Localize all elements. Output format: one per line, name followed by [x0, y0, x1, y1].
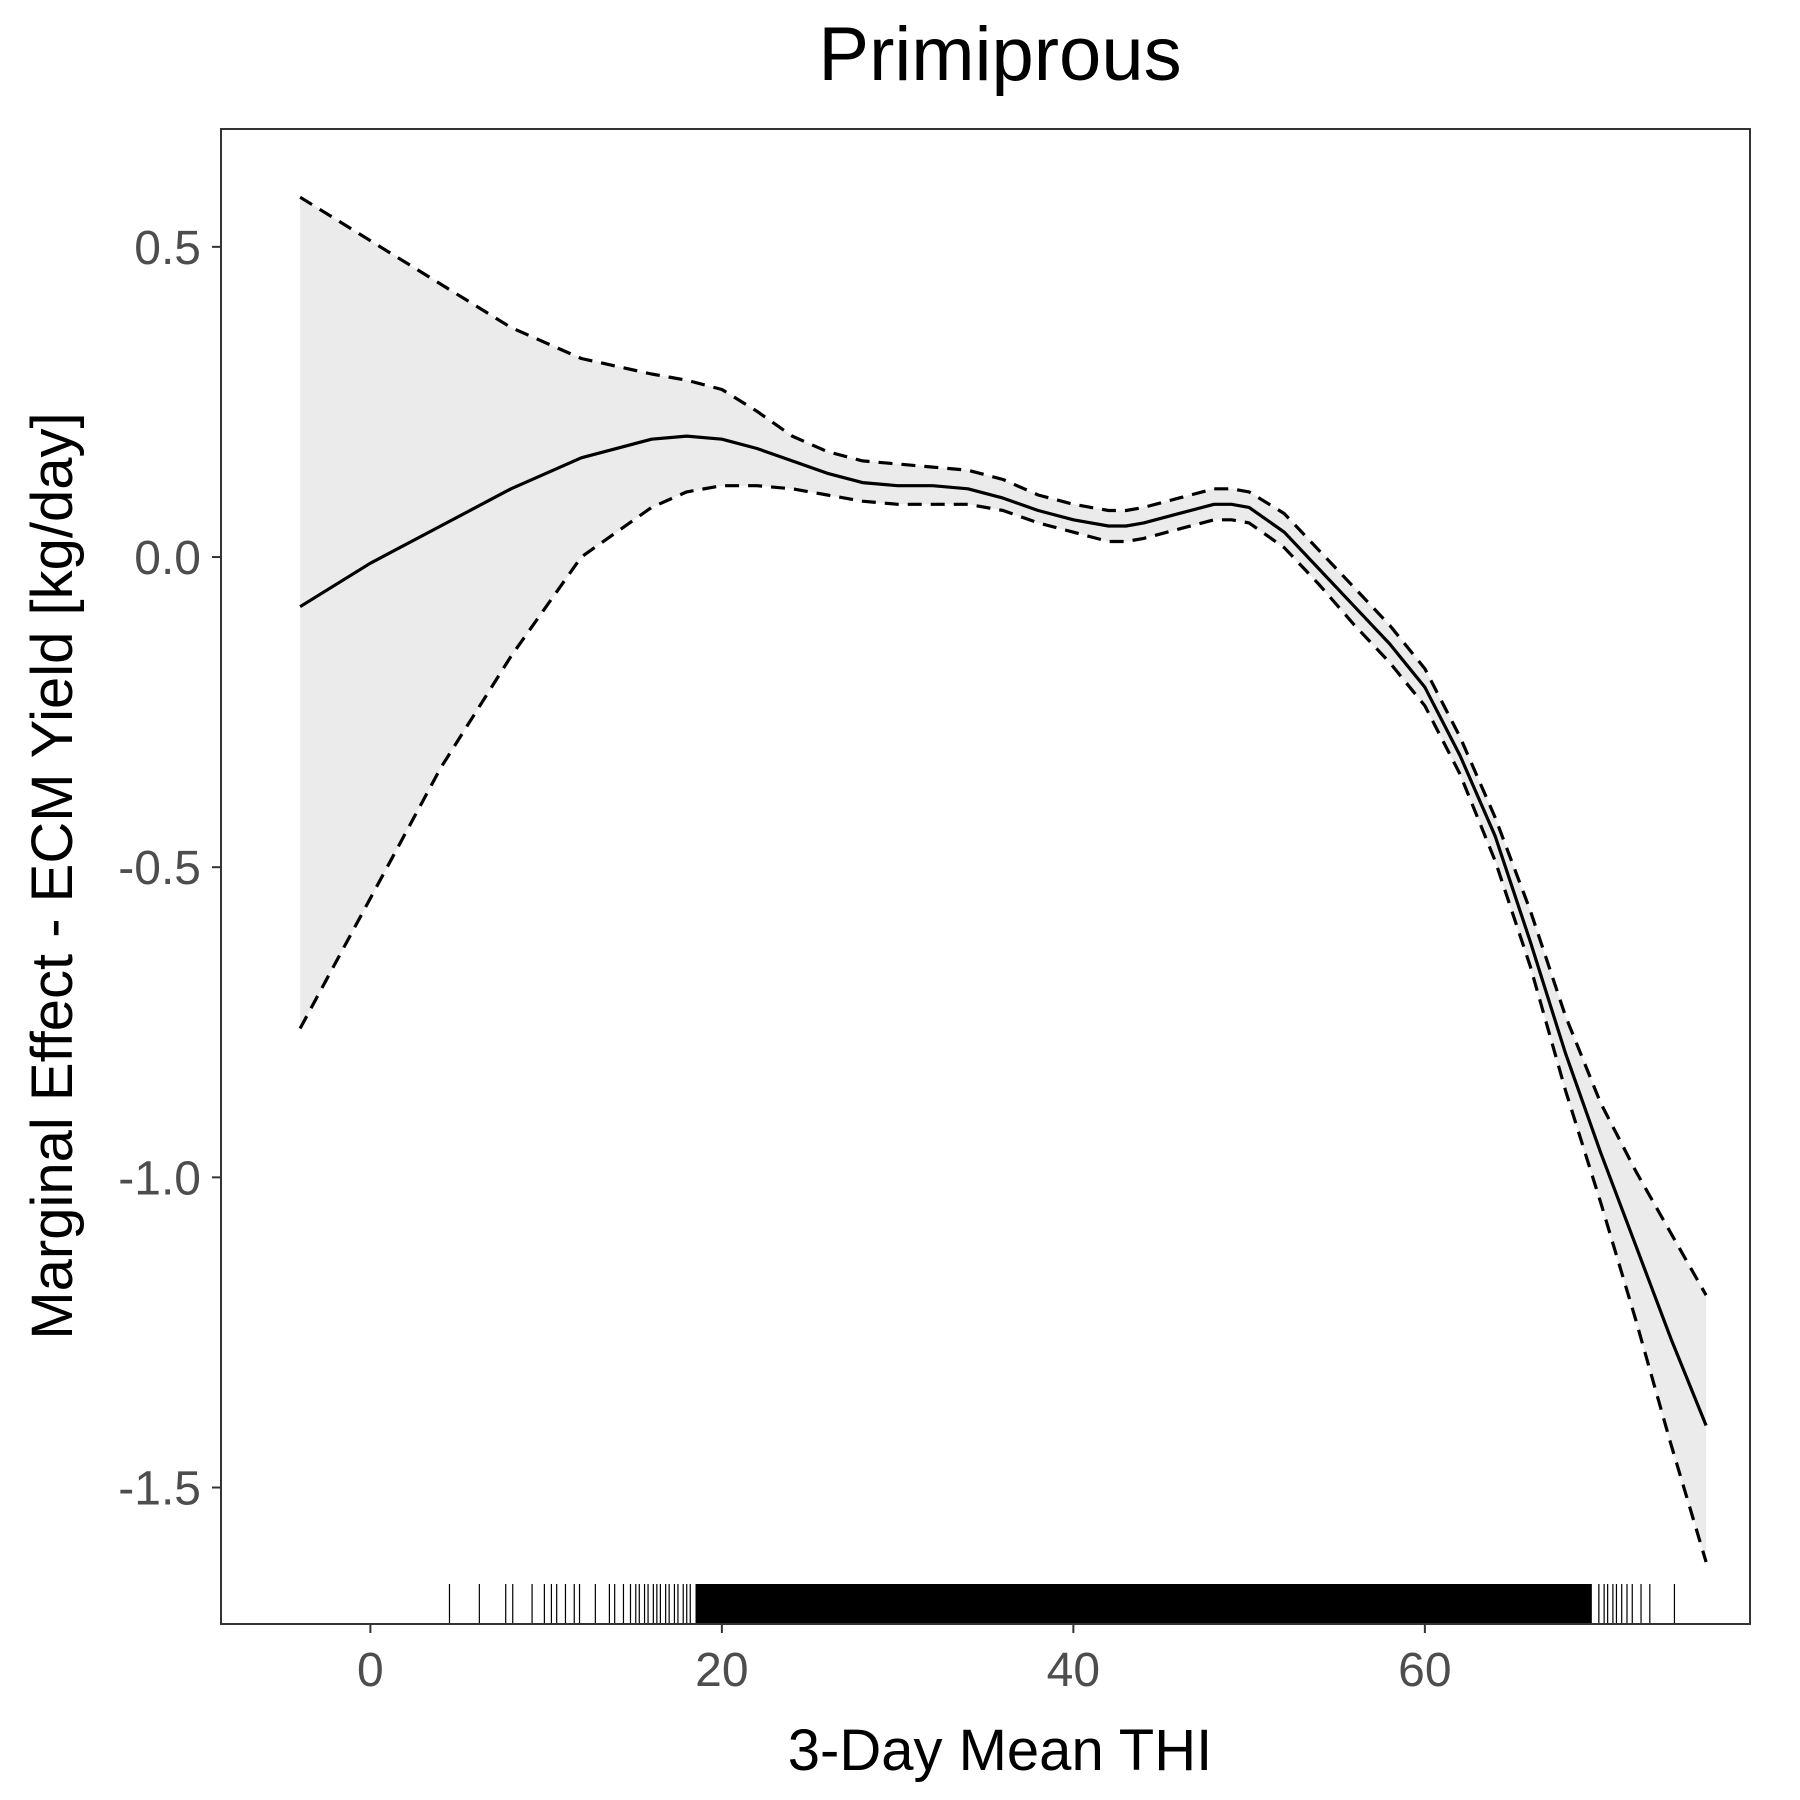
- confidence-band-area: [300, 197, 1707, 1563]
- plot-panel-border: [220, 128, 1751, 1625]
- confidence-band: [300, 197, 1707, 1563]
- x-axis-label: 3-Day Mean THI: [788, 1718, 1212, 1783]
- series-line-estimate: [299, 434, 1708, 1427]
- series-line-upper: [299, 195, 1708, 1296]
- y-tick-label: -1.5: [118, 1463, 201, 1516]
- series-lines: [298, 195, 1708, 1563]
- chart-title: Primiprous: [818, 12, 1181, 97]
- x-tick-label: 0: [357, 1644, 384, 1697]
- x-tick-label: 40: [1047, 1644, 1100, 1697]
- axis-ticks: 0 20 40 60 0.5 0.0 -0.5 -1.0 -1.5: [118, 222, 1451, 1697]
- y-axis-label: Marginal Effect - ECM Yield [kg/day]: [20, 412, 85, 1339]
- rug-marks: [448, 1584, 1676, 1624]
- y-tick-label: 0.5: [134, 222, 201, 275]
- y-tick-label: 0.0: [134, 532, 201, 585]
- series-line-lower: [298, 484, 1708, 1563]
- y-tick-label: -0.5: [118, 842, 201, 895]
- rug-dense-block: [695, 1584, 1592, 1624]
- x-tick-label: 20: [695, 1644, 748, 1697]
- x-tick-label: 60: [1398, 1644, 1451, 1697]
- y-tick-label: -1.0: [118, 1152, 201, 1205]
